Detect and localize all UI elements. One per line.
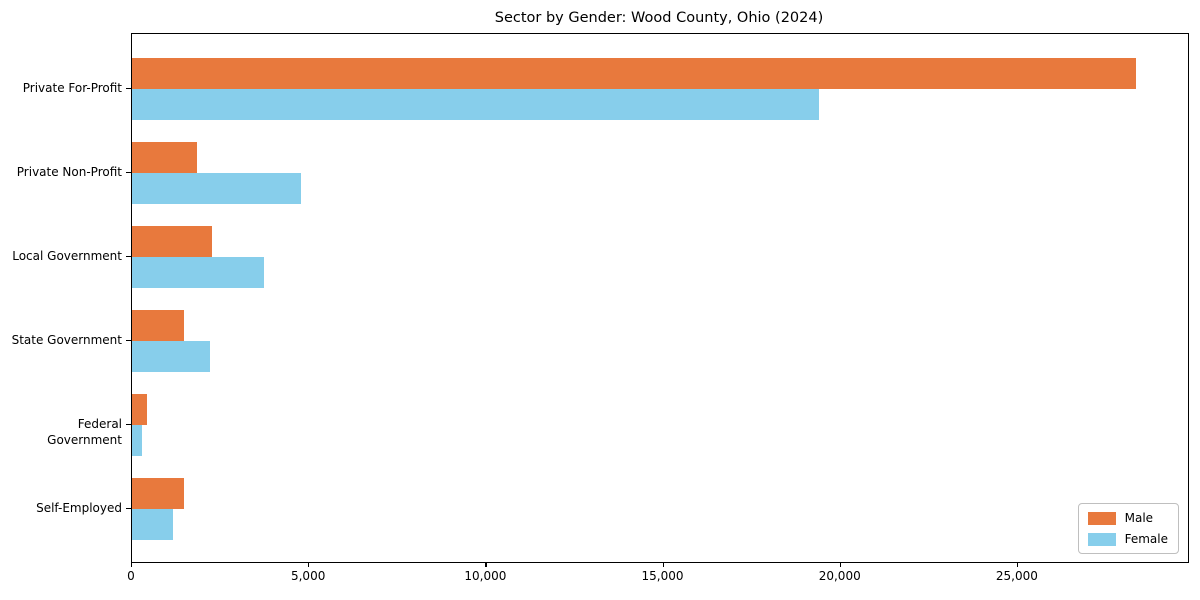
bar-female-private-for-profit bbox=[132, 89, 820, 120]
bar-female-private-non-profit bbox=[132, 173, 301, 204]
x-tick-mark bbox=[662, 562, 664, 567]
bar-female-state-government bbox=[132, 341, 210, 372]
legend: Male Female bbox=[1077, 503, 1179, 554]
y-tick-label-private-non-profit: Private Non-Profit bbox=[16, 165, 122, 179]
y-tick-label-private-for-profit: Private For-Profit bbox=[22, 81, 122, 95]
y-tick-mark bbox=[126, 508, 131, 510]
plot-area: Male Female bbox=[131, 33, 1189, 563]
x-tick-mark bbox=[131, 562, 133, 567]
chart-title: Sector by Gender: Wood County, Ohio (202… bbox=[494, 10, 824, 26]
x-tick-mark bbox=[1016, 562, 1019, 567]
y-tick-mark bbox=[126, 256, 131, 258]
x-tick-label-10000: 10,000 bbox=[464, 569, 507, 583]
bar-male-self-employed bbox=[132, 478, 185, 509]
x-tick-label-5000: 5,000 bbox=[290, 569, 326, 583]
bar-male-private-non-profit bbox=[132, 142, 198, 173]
bar-male-private-for-profit bbox=[132, 58, 1137, 89]
bar-male-federal-government bbox=[132, 394, 147, 425]
y-tick-label-state-government: State Government bbox=[11, 333, 122, 347]
bar-female-local-government bbox=[132, 257, 264, 288]
x-tick-mark bbox=[308, 562, 310, 567]
x-tick-label-15000: 15,000 bbox=[641, 569, 684, 583]
bar-male-local-government bbox=[132, 226, 213, 257]
y-tick-label-self-employed: Self-Employed bbox=[36, 501, 122, 515]
x-tick-mark bbox=[839, 562, 841, 567]
y-tick-mark bbox=[126, 340, 131, 342]
legend-swatch-female bbox=[1087, 532, 1116, 546]
legend-label: Female bbox=[1124, 532, 1168, 546]
bar-female-self-employed bbox=[132, 509, 173, 540]
legend-swatch-male bbox=[1087, 511, 1116, 525]
x-tick-label-20000: 20,000 bbox=[818, 569, 861, 583]
y-tick-mark bbox=[126, 172, 131, 174]
bar-female-federal-government bbox=[132, 425, 143, 456]
y-tick-mark bbox=[126, 424, 131, 426]
legend-item-male: Male bbox=[1087, 511, 1168, 525]
x-tick-label-25000: 25,000 bbox=[995, 569, 1038, 583]
y-tick-mark bbox=[126, 88, 131, 90]
x-tick-label-0: 0 bbox=[127, 569, 135, 583]
x-tick-mark bbox=[485, 562, 487, 567]
legend-label: Male bbox=[1124, 511, 1154, 525]
legend-item-female: Female bbox=[1087, 532, 1168, 546]
y-tick-label-federal-government: Federal Government bbox=[47, 417, 122, 447]
y-tick-label-local-government: Local Government bbox=[12, 249, 122, 263]
bar-male-state-government bbox=[132, 310, 185, 341]
